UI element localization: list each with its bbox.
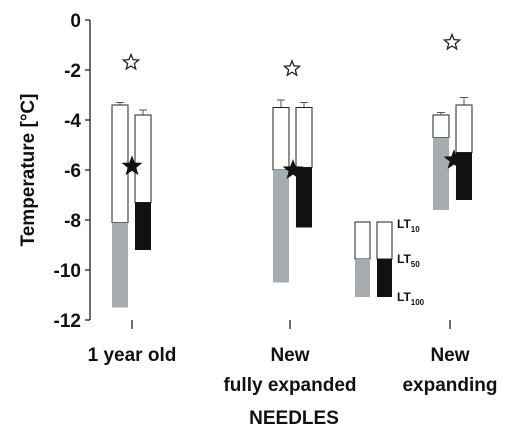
legend-label: LT10 — [397, 217, 420, 234]
open-star-marker — [442, 32, 462, 51]
filled-star-marker — [121, 155, 143, 176]
filled-star-marker — [282, 159, 304, 179]
twig-bar-lt10-segment — [455, 104, 473, 153]
needle-bar-lt10-segment — [432, 114, 450, 138]
legend-twig-lt10 — [376, 221, 393, 260]
category-labels: 1 year old New fully expanded New expanding — [88, 320, 498, 396]
category-label: New — [430, 345, 469, 366]
y-tick-label: -6 — [64, 161, 81, 182]
legend-needle-lt10 — [354, 221, 371, 260]
stars — [121, 32, 465, 179]
twig-bar-lt100-segment — [135, 202, 151, 250]
legend: LT10 LT50 LT100 — [354, 217, 425, 307]
y-tick-label: -2 — [64, 61, 81, 82]
legend-label: LT50 — [397, 252, 420, 269]
open-star-marker — [121, 52, 141, 71]
legend-twig-lt100 — [377, 259, 392, 297]
y-tick-label: -4 — [64, 111, 81, 132]
category-label: 1 year old — [88, 345, 177, 366]
needle-bar-lt10-segment — [272, 107, 290, 171]
x-axis-title: NEEDLES — [249, 408, 339, 429]
bars — [111, 97, 473, 308]
twig-bar-lt100-segment — [296, 167, 312, 228]
legend-label: LT100 — [397, 290, 425, 307]
needle-bar-lt100-segment — [112, 222, 128, 308]
y-tick-label: -10 — [54, 261, 81, 282]
y-tick-label: -8 — [64, 211, 81, 232]
filled-star-marker — [443, 149, 465, 169]
y-axis-title: Temperature [°C] — [18, 94, 39, 247]
open-star-marker — [282, 58, 302, 77]
y-tick-label: 0 — [70, 11, 81, 32]
needle-bar-lt100-segment — [433, 137, 449, 210]
y-axis-ticks: 0 -2 -4 -6 -8 -10 -12 — [54, 11, 90, 332]
category-label: New — [270, 345, 309, 366]
twig-bar-lt100-segment — [456, 152, 472, 200]
twig-bar-lt10-segment — [134, 114, 152, 203]
y-tick-label: -12 — [54, 311, 81, 332]
legend-needle-lt100 — [355, 259, 370, 297]
twig-bar-lt10-segment — [295, 107, 313, 168]
category-label: fully expanded — [223, 375, 356, 396]
category-label: expanding — [402, 375, 497, 396]
needle-bar-lt100-segment — [273, 170, 289, 283]
